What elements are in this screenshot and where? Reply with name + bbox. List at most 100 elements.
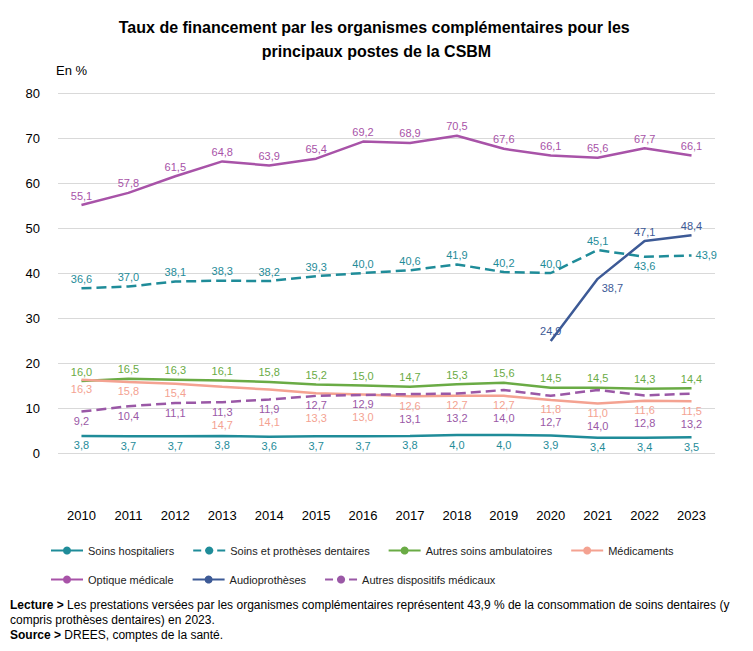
svg-text:10,4: 10,4 — [118, 410, 139, 422]
svg-text:3,9: 3,9 — [543, 439, 558, 451]
svg-text:4,0: 4,0 — [496, 439, 511, 451]
svg-text:15,8: 15,8 — [258, 366, 279, 378]
svg-text:60: 60 — [26, 176, 40, 191]
svg-text:13,3: 13,3 — [305, 412, 326, 424]
svg-text:11,8: 11,8 — [540, 403, 561, 415]
svg-text:50: 50 — [26, 221, 40, 236]
svg-text:2021: 2021 — [583, 508, 612, 523]
svg-text:64,8: 64,8 — [212, 146, 233, 158]
svg-text:12,9: 12,9 — [352, 398, 373, 410]
svg-text:15,6: 15,6 — [493, 367, 514, 379]
svg-text:43,9: 43,9 — [696, 249, 717, 261]
svg-text:14,5: 14,5 — [540, 372, 561, 384]
svg-text:40,6: 40,6 — [399, 255, 420, 267]
svg-text:24,9: 24,9 — [540, 325, 561, 337]
svg-text:16,3: 16,3 — [165, 364, 186, 376]
svg-text:9,2: 9,2 — [74, 415, 89, 427]
svg-text:2011: 2011 — [114, 508, 142, 523]
svg-text:3,7: 3,7 — [168, 440, 183, 452]
svg-text:69,2: 69,2 — [352, 126, 373, 138]
svg-text:13,0: 13,0 — [352, 411, 373, 423]
svg-text:11,0: 11,0 — [587, 407, 608, 419]
svg-text:11,6: 11,6 — [634, 404, 655, 416]
svg-text:Taux de financement par les or: Taux de financement par les organismes c… — [119, 19, 634, 36]
svg-text:Autres soins ambulatoires: Autres soins ambulatoires — [426, 545, 553, 557]
svg-text:13,2: 13,2 — [446, 412, 467, 424]
svg-text:2019: 2019 — [489, 508, 518, 523]
svg-text:15,2: 15,2 — [305, 369, 326, 381]
svg-text:3,8: 3,8 — [74, 439, 89, 451]
svg-text:15,8: 15,8 — [118, 385, 139, 397]
svg-text:39,3: 39,3 — [305, 261, 326, 273]
svg-text:48,4: 48,4 — [681, 220, 702, 232]
svg-text:55,1: 55,1 — [71, 190, 92, 202]
svg-text:47,1: 47,1 — [634, 226, 655, 238]
svg-text:2022: 2022 — [630, 508, 659, 523]
svg-text:12,8: 12,8 — [634, 417, 655, 429]
svg-text:70,5: 70,5 — [446, 120, 467, 132]
svg-text:3,8: 3,8 — [402, 439, 417, 451]
svg-text:2018: 2018 — [442, 508, 471, 523]
svg-text:16,1: 16,1 — [212, 365, 233, 377]
svg-text:63,9: 63,9 — [258, 150, 279, 162]
svg-text:14,7: 14,7 — [212, 419, 233, 431]
svg-text:2016: 2016 — [349, 508, 378, 523]
svg-text:14,5: 14,5 — [587, 372, 608, 384]
svg-text:11,3: 11,3 — [212, 406, 233, 418]
svg-text:16,3: 16,3 — [71, 383, 92, 395]
svg-text:3,7: 3,7 — [121, 440, 136, 452]
svg-text:14,4: 14,4 — [681, 373, 702, 385]
svg-text:13,1: 13,1 — [399, 413, 420, 425]
svg-text:16,5: 16,5 — [118, 363, 139, 375]
svg-text:40,0: 40,0 — [540, 258, 561, 270]
svg-text:Optique médicale: Optique médicale — [88, 574, 174, 586]
svg-text:11,5: 11,5 — [681, 405, 702, 417]
svg-text:14,3: 14,3 — [634, 373, 655, 385]
svg-text:45,1: 45,1 — [587, 235, 608, 247]
svg-text:14,1: 14,1 — [258, 416, 279, 428]
svg-text:40: 40 — [26, 266, 40, 281]
svg-text:Autres dispositifs médicaux: Autres dispositifs médicaux — [362, 574, 496, 586]
svg-text:3,4: 3,4 — [637, 441, 652, 453]
svg-text:Soins et prothèses dentaires: Soins et prothèses dentaires — [230, 545, 370, 557]
svg-text:Audioprothèses: Audioprothèses — [230, 574, 307, 586]
svg-text:11,1: 11,1 — [165, 407, 186, 419]
svg-text:37,0: 37,0 — [118, 271, 139, 283]
svg-text:14,0: 14,0 — [587, 420, 608, 432]
svg-text:2015: 2015 — [302, 508, 331, 523]
svg-text:41,9: 41,9 — [446, 249, 467, 261]
svg-text:2017: 2017 — [396, 508, 425, 523]
svg-text:57,8: 57,8 — [118, 177, 139, 189]
svg-text:68,9: 68,9 — [399, 127, 420, 139]
svg-text:2020: 2020 — [536, 508, 565, 523]
svg-text:2013: 2013 — [208, 508, 237, 523]
svg-text:61,5: 61,5 — [165, 161, 186, 173]
svg-text:38,3: 38,3 — [212, 265, 233, 277]
svg-text:12,7: 12,7 — [446, 399, 467, 411]
svg-text:15,0: 15,0 — [352, 370, 373, 382]
svg-text:80: 80 — [26, 86, 40, 101]
svg-text:13,2: 13,2 — [681, 418, 702, 430]
svg-text:66,1: 66,1 — [540, 140, 561, 152]
svg-text:3,7: 3,7 — [308, 440, 323, 452]
svg-text:36,6: 36,6 — [71, 273, 92, 285]
svg-text:3,5: 3,5 — [684, 441, 699, 453]
svg-text:3,8: 3,8 — [215, 439, 230, 451]
svg-text:2010: 2010 — [67, 508, 96, 523]
svg-text:40,0: 40,0 — [352, 258, 373, 270]
svg-text:2012: 2012 — [161, 508, 190, 523]
svg-text:65,6: 65,6 — [587, 142, 608, 154]
svg-text:38,1: 38,1 — [165, 266, 186, 278]
svg-text:3,6: 3,6 — [262, 440, 277, 452]
svg-text:15,4: 15,4 — [165, 387, 186, 399]
svg-text:2014: 2014 — [255, 508, 284, 523]
svg-text:14,7: 14,7 — [399, 371, 420, 383]
svg-text:20: 20 — [26, 356, 40, 371]
svg-text:30: 30 — [26, 311, 40, 326]
svg-text:66,1: 66,1 — [681, 140, 702, 152]
svg-text:15,3: 15,3 — [446, 369, 467, 381]
svg-text:40,2: 40,2 — [493, 257, 514, 269]
svg-text:12,7: 12,7 — [305, 399, 326, 411]
svg-text:70: 70 — [26, 131, 40, 146]
svg-text:Soins hospitaliers: Soins hospitaliers — [88, 545, 175, 557]
